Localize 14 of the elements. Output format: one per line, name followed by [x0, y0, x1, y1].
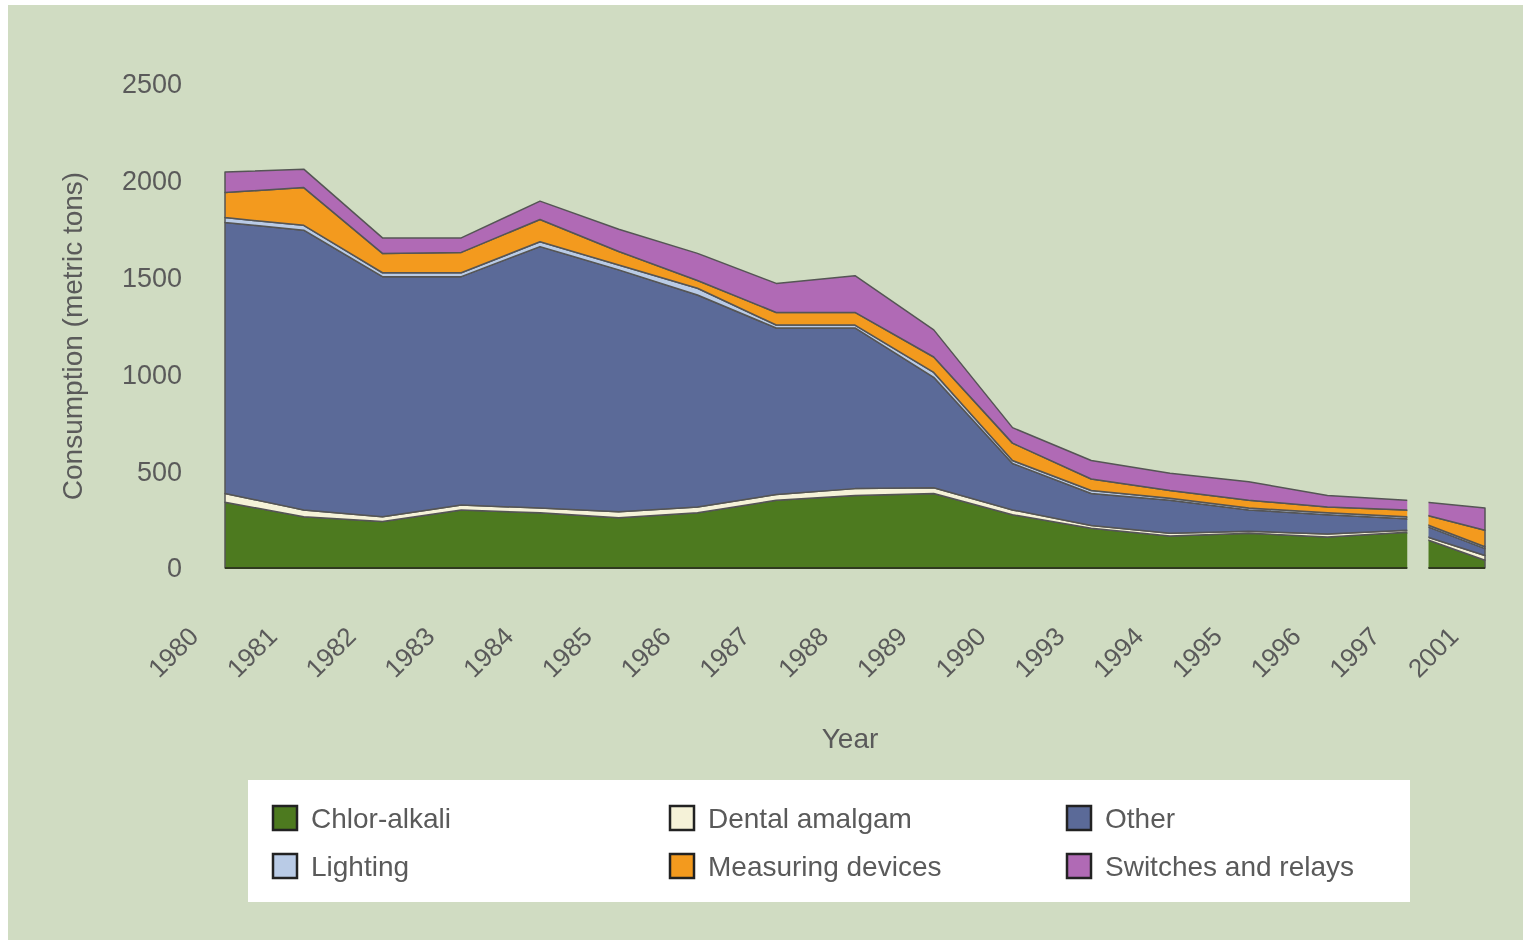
- legend-label: Chlor-alkali: [311, 802, 452, 834]
- y-tick-label: 500: [136, 456, 182, 487]
- y-tick-label: 1500: [121, 263, 182, 294]
- legend-label: Switches and relays: [1105, 850, 1355, 882]
- y-tick-label: 2000: [121, 166, 182, 197]
- y-axis-title: Consumption (metric tons): [57, 171, 88, 501]
- legend-label: Lighting: [311, 850, 410, 882]
- y-tick-label: 2500: [121, 69, 182, 100]
- y-tick-label: 1000: [121, 359, 182, 390]
- legend-label: Other: [1105, 802, 1176, 834]
- x-axis-title: Year: [821, 723, 879, 754]
- legend-label: Dental amalgam: [708, 802, 912, 834]
- legend-label: Measuring devices: [708, 850, 942, 882]
- y-tick-label: 0: [166, 553, 182, 584]
